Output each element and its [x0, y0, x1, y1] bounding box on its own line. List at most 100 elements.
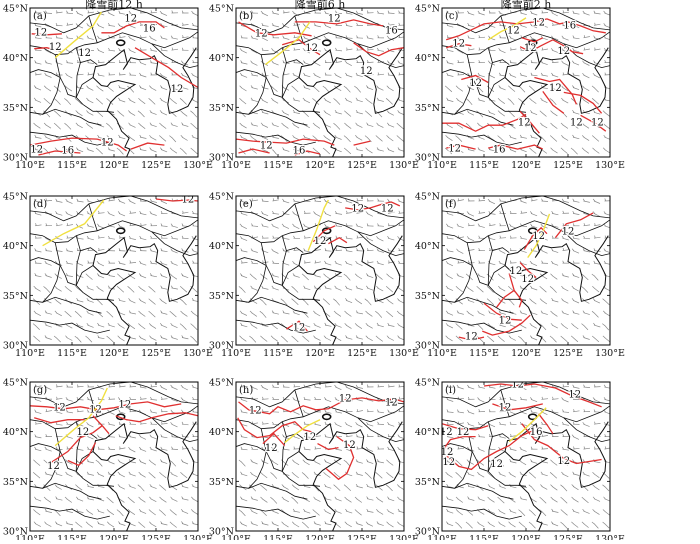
wind-barb: [261, 85, 269, 90]
wind-barb: [34, 273, 42, 278]
wind-barb: [181, 483, 189, 489]
wind-barb: [457, 260, 465, 264]
lon-tick-label: 120°E: [305, 534, 335, 540]
wind-barb: [488, 409, 496, 413]
wind-barb: [365, 446, 374, 452]
wind-barb: [239, 335, 247, 342]
wind-barb: [118, 85, 126, 90]
wind-barb: [85, 509, 94, 515]
wind-barb: [34, 421, 42, 425]
wind-barb: [97, 235, 105, 239]
lat-tick-label: 45°N: [3, 192, 28, 203]
wind-barb: [519, 446, 527, 452]
wind-barb: [456, 310, 464, 315]
wind-barb: [53, 122, 61, 130]
wind-barb: [261, 47, 269, 51]
wind-barb: [96, 23, 105, 29]
wind-barb: [139, 60, 147, 66]
province-border: [294, 389, 304, 417]
wind-barb: [477, 446, 485, 452]
wind-barb: [366, 35, 374, 40]
coastline: [92, 421, 197, 488]
wind-barb: [138, 508, 147, 514]
wind-barb: [291, 85, 299, 93]
wind-barb: [76, 396, 84, 401]
wind-barb: [34, 248, 42, 253]
wind-barb: [466, 211, 475, 217]
wind-barb: [181, 35, 189, 39]
wind-barb: [54, 484, 62, 490]
wind-barb: [291, 471, 299, 479]
wind-barb: [509, 134, 517, 140]
jet-axis: [54, 11, 102, 59]
isotach-line: [523, 226, 548, 250]
wind-barb: [355, 310, 363, 315]
wind-barb: [270, 472, 278, 479]
wind-barb: [541, 446, 549, 450]
isotach-line: [294, 19, 384, 27]
lon-tick-label: 125°E: [141, 534, 171, 540]
province-border: [487, 265, 506, 286]
province-border: [30, 8, 198, 34]
wind-barb: [66, 235, 74, 239]
isotach-line: [286, 320, 308, 332]
wind-barb: [396, 310, 404, 317]
wind-barb: [149, 110, 157, 115]
column-title: 降雪前12 h: [85, 0, 143, 11]
coastline: [298, 451, 343, 531]
wind-barb: [602, 122, 610, 129]
jet-axis-line: [307, 199, 330, 251]
coastline: [298, 265, 343, 345]
wind-barb: [354, 323, 363, 329]
wind-barb: [118, 97, 126, 103]
province-border: [30, 131, 110, 146]
wind-barb: [561, 135, 569, 141]
lon-tick-label: 130°E: [389, 348, 419, 359]
wind-barb: [498, 298, 506, 304]
wind-barb: [602, 509, 610, 516]
wind-barb: [355, 97, 363, 103]
wind-barb: [345, 198, 353, 204]
wind-barb: [355, 122, 363, 128]
wind-barb: [118, 72, 126, 76]
wind-barb: [466, 110, 475, 116]
province-border: [30, 319, 110, 334]
wind-barb: [33, 97, 42, 103]
province-border: [30, 69, 115, 113]
wind-barb: [355, 484, 363, 489]
wind-barb: [170, 223, 178, 228]
wind-barb: [387, 210, 395, 214]
lon-tick-label: 115°E: [57, 160, 87, 171]
wind-barb: [97, 247, 105, 251]
wind-barb: [324, 72, 332, 76]
wind-barb: [240, 10, 248, 14]
province-border: [236, 443, 321, 487]
wind-barb: [507, 98, 515, 106]
wind-barb: [455, 135, 463, 143]
wind-barb: [282, 147, 290, 152]
wind-barb: [582, 471, 590, 477]
isotach-label: 12: [385, 397, 398, 408]
wind-barb: [591, 85, 599, 93]
axis-ticks: [235, 195, 405, 346]
wind-barb: [96, 85, 104, 92]
coastline: [92, 235, 197, 302]
wind-barb: [127, 135, 136, 142]
wind-barb: [128, 198, 136, 205]
province-border: [42, 428, 61, 489]
wind-barb: [260, 335, 268, 342]
wind-barb: [251, 10, 259, 14]
isotach-label: 12: [511, 380, 524, 391]
axis-ticks: [29, 381, 199, 532]
wind-barb: [571, 496, 579, 503]
wind-barb: [190, 110, 198, 118]
wind-barb: [520, 396, 528, 401]
wind-barb: [291, 298, 299, 306]
wind-barb: [250, 471, 258, 478]
wind-barb: [519, 235, 527, 240]
wind-barb: [87, 47, 95, 51]
wind-barb: [65, 273, 73, 277]
province-borders: [442, 196, 610, 345]
wind-barb: [334, 496, 342, 502]
wind-barb: [138, 273, 147, 279]
